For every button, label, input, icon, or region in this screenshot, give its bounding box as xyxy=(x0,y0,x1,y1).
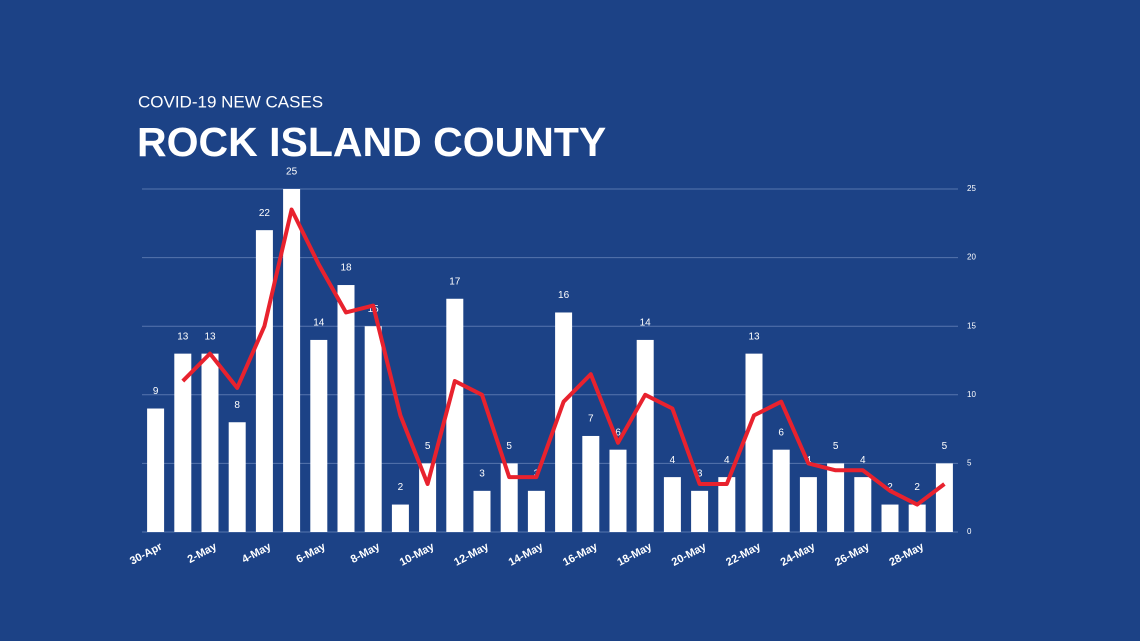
data-label: 5 xyxy=(506,441,512,452)
bar xyxy=(636,339,654,532)
data-label: 9 xyxy=(153,386,159,397)
x-tick-label: 10-May xyxy=(398,540,437,569)
bar xyxy=(228,422,246,532)
data-label: 3 xyxy=(697,468,703,479)
x-tick-label: 24-May xyxy=(779,540,818,569)
chart-title: ROCK ISLAND COUNTY xyxy=(137,119,606,165)
x-tick-label: 26-May xyxy=(833,540,872,569)
bar xyxy=(691,490,709,532)
x-tick-label: 14-May xyxy=(507,540,546,569)
bar xyxy=(772,449,790,532)
trend-line xyxy=(181,207,946,507)
y-tick-label: 25 xyxy=(967,184,976,193)
bar xyxy=(827,463,845,532)
data-label: 5 xyxy=(833,441,839,452)
x-tick-label: 22-May xyxy=(724,540,763,569)
y-tick-label: 10 xyxy=(967,390,976,399)
bar xyxy=(364,326,382,532)
data-label: 8 xyxy=(234,400,240,411)
bar xyxy=(745,353,763,532)
y-tick-label: 20 xyxy=(967,253,976,262)
data-label: 16 xyxy=(558,290,570,301)
x-tick-label: 30-Apr xyxy=(128,540,165,567)
x-tick-label: 6-May xyxy=(294,540,328,566)
bar xyxy=(201,353,219,532)
bar xyxy=(881,504,899,532)
data-label: 7 xyxy=(588,414,594,425)
bar xyxy=(446,298,464,532)
y-tick-label: 5 xyxy=(967,459,972,468)
data-label: 4 xyxy=(724,455,730,466)
bar xyxy=(908,504,926,532)
x-tick-label: 4-May xyxy=(240,540,274,566)
data-label: 5 xyxy=(942,441,948,452)
bar xyxy=(473,490,491,532)
bar xyxy=(337,285,355,532)
y-tick-label: 0 xyxy=(967,527,972,536)
bar xyxy=(500,463,518,532)
data-label: 4 xyxy=(670,455,676,466)
bar xyxy=(663,477,681,532)
data-label: 18 xyxy=(340,263,352,274)
bar xyxy=(283,189,301,532)
x-tick-label: 2-May xyxy=(186,540,220,566)
data-label: 6 xyxy=(615,427,621,438)
data-label: 3 xyxy=(479,468,485,479)
bar xyxy=(935,463,953,532)
x-tick-label: 20-May xyxy=(670,540,709,569)
bar xyxy=(609,449,627,532)
data-label: 2 xyxy=(398,482,404,493)
data-label: 17 xyxy=(449,276,461,287)
bar xyxy=(174,353,192,532)
data-label: 25 xyxy=(286,167,298,178)
bar xyxy=(255,230,273,532)
data-label: 22 xyxy=(259,208,271,219)
data-label: 13 xyxy=(748,331,760,342)
x-tick-label: 8-May xyxy=(349,540,383,566)
data-label: 5 xyxy=(425,441,431,452)
x-tick-label: 12-May xyxy=(452,540,491,569)
bar xyxy=(854,477,872,532)
bar xyxy=(419,463,437,532)
bar xyxy=(718,477,736,532)
bar xyxy=(147,408,165,532)
x-tick-label: 16-May xyxy=(561,540,600,569)
data-label: 13 xyxy=(204,331,216,342)
bar xyxy=(391,504,409,532)
bar xyxy=(555,312,573,532)
data-label: 4 xyxy=(860,455,866,466)
bar xyxy=(527,490,545,532)
bar xyxy=(799,477,817,532)
x-tick-label: 28-May xyxy=(887,540,926,569)
chart-subtitle: COVID-19 NEW CASES xyxy=(138,92,323,111)
data-label: 6 xyxy=(778,427,784,438)
data-label: 2 xyxy=(887,482,893,493)
data-label: 14 xyxy=(640,318,652,329)
data-label: 2 xyxy=(914,482,920,493)
bar xyxy=(582,435,600,532)
y-tick-label: 15 xyxy=(967,321,976,330)
bar xyxy=(310,339,328,532)
data-label: 13 xyxy=(177,331,189,342)
x-tick-label: 18-May xyxy=(615,540,654,569)
data-label: 14 xyxy=(313,318,325,329)
